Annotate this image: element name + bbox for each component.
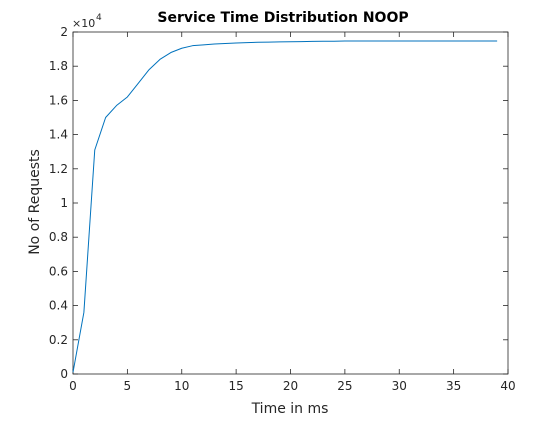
y-tick-label: 1 [60,196,68,210]
x-axis-label: Time in ms [251,401,329,417]
y-tick-label: 2 [60,25,68,39]
x-tick-label: 25 [337,379,352,393]
y-tick-label: 0.8 [49,230,68,244]
y-axis-label: No of Requests [27,149,43,255]
y-tick-label: 0.6 [49,264,68,278]
x-tick-label: 20 [283,379,298,393]
x-tick-label: 10 [174,379,189,393]
y-axis-exponent-power: 4 [96,13,102,23]
x-tick-label: 40 [500,379,515,393]
y-tick-label: 0.4 [49,299,68,313]
y-tick-label: 0 [60,367,68,381]
y-axis-exponent-base: ×10 [72,17,95,30]
x-tick-label: 15 [228,379,243,393]
series-line [72,40,498,373]
x-tick-label: 30 [392,379,407,393]
x-tick-label: 35 [446,379,461,393]
y-tick-label: 1.4 [49,128,68,142]
y-tick-label: 1.2 [49,162,68,176]
y-tick-label: 1.8 [49,59,68,73]
x-tick-label: 0 [69,379,77,393]
y-tick-label: 0.2 [49,333,68,347]
y-tick-label: 1.6 [49,93,68,107]
y-axis-exponent: ×10 4 [72,13,102,30]
chart-title: Service Time Distribution NOOP [157,10,408,26]
x-tick-label: 5 [124,379,132,393]
